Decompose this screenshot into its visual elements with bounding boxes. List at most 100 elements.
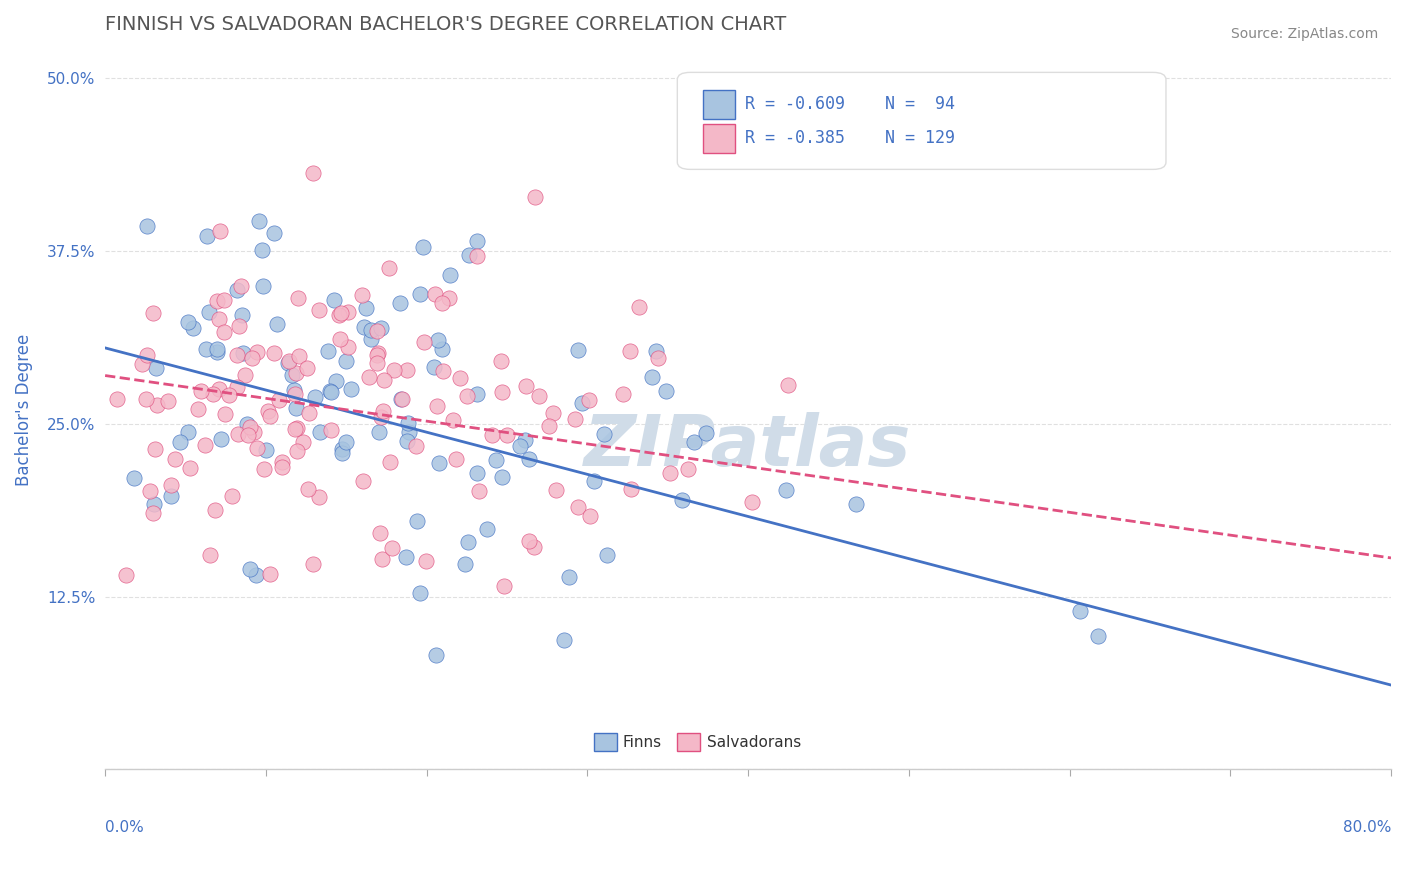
Point	[541, 406, 564, 420]
Point	[352, 474, 374, 488]
FancyBboxPatch shape	[678, 72, 1166, 169]
Point	[281, 368, 304, 383]
Point	[176, 425, 198, 440]
Point	[367, 346, 389, 360]
Point	[381, 541, 404, 555]
Point	[131, 357, 153, 371]
Point	[373, 404, 395, 418]
Point	[236, 427, 259, 442]
Point	[309, 425, 332, 439]
Point	[845, 497, 868, 511]
Point	[485, 453, 508, 467]
Point	[328, 308, 350, 322]
Point	[135, 392, 157, 407]
Point	[465, 466, 488, 480]
Point	[371, 552, 394, 566]
Point	[425, 287, 447, 301]
Point	[245, 568, 267, 582]
Point	[676, 462, 699, 476]
Point	[115, 568, 138, 582]
Point	[278, 354, 301, 368]
Point	[292, 435, 315, 450]
Point	[283, 383, 305, 397]
Point	[491, 385, 513, 400]
Point	[579, 508, 602, 523]
Point	[405, 439, 427, 453]
Point	[412, 240, 434, 254]
Point	[146, 398, 169, 412]
Point	[329, 306, 352, 320]
Point	[212, 293, 235, 308]
Point	[207, 294, 229, 309]
Point	[295, 361, 318, 376]
Point	[135, 348, 157, 362]
Point	[165, 451, 187, 466]
Point	[564, 412, 586, 426]
Point	[177, 314, 200, 328]
Point	[204, 503, 226, 517]
Point	[454, 557, 477, 571]
Point	[432, 342, 454, 356]
Point	[143, 497, 166, 511]
Point	[143, 442, 166, 457]
Point	[160, 489, 183, 503]
Point	[141, 506, 163, 520]
Point	[415, 553, 437, 567]
Point	[250, 243, 273, 257]
Point	[322, 293, 344, 307]
Point	[142, 306, 165, 320]
Point	[395, 434, 418, 449]
Point	[195, 343, 218, 357]
Point	[596, 549, 619, 563]
Point	[246, 345, 269, 359]
Point	[246, 442, 269, 456]
Point	[225, 348, 247, 362]
Point	[253, 462, 276, 476]
Point	[284, 386, 307, 401]
Text: 0.0%: 0.0%	[105, 820, 143, 835]
Point	[775, 483, 797, 497]
Point	[208, 224, 231, 238]
Point	[233, 368, 256, 382]
Point	[409, 586, 432, 600]
Point	[221, 489, 243, 503]
Text: ZIPatlas: ZIPatlas	[585, 411, 911, 481]
Point	[298, 406, 321, 420]
Point	[205, 342, 228, 356]
Point	[179, 461, 201, 475]
Point	[337, 340, 360, 354]
Point	[481, 428, 503, 442]
Point	[523, 541, 546, 555]
Point	[239, 419, 262, 434]
Point	[285, 443, 308, 458]
Point	[284, 421, 307, 435]
Point	[330, 442, 353, 456]
Point	[391, 392, 413, 406]
Point	[426, 399, 449, 413]
Point	[1069, 604, 1091, 618]
Point	[558, 570, 581, 584]
Point	[277, 356, 299, 370]
Point	[432, 295, 454, 310]
Point	[647, 351, 669, 366]
Point	[741, 495, 763, 509]
Point	[695, 426, 717, 441]
Point	[776, 378, 799, 392]
Point	[231, 308, 253, 322]
Point	[297, 482, 319, 496]
Point	[446, 451, 468, 466]
Point	[214, 407, 236, 421]
Point	[654, 384, 676, 399]
Point	[567, 343, 589, 357]
Point	[194, 438, 217, 452]
Point	[302, 166, 325, 180]
Point	[449, 371, 471, 385]
Point	[378, 455, 401, 469]
Point	[519, 534, 541, 549]
Point	[354, 301, 377, 316]
Point	[567, 500, 589, 515]
Point	[263, 226, 285, 240]
Point	[190, 384, 212, 399]
Point	[232, 346, 254, 360]
Point	[671, 492, 693, 507]
